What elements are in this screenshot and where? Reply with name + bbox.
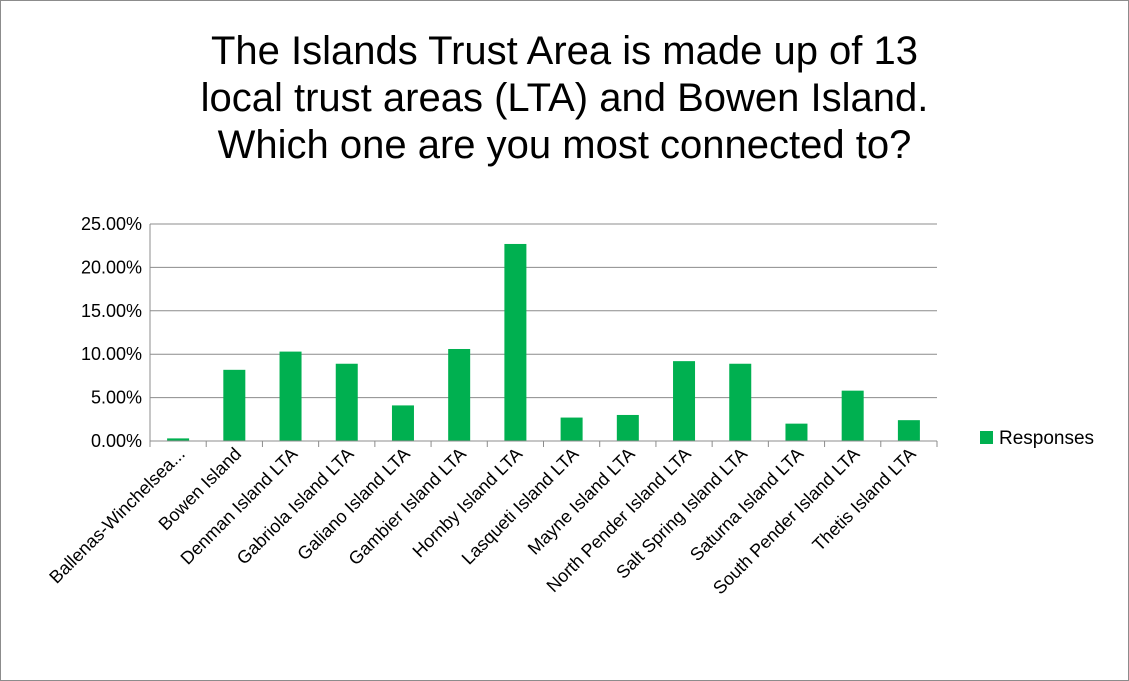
chart-title: The Islands Trust Area is made up of 13 …: [0, 28, 1129, 169]
y-tick-label: 10.00%: [81, 344, 142, 364]
bar: [616, 414, 639, 441]
bar: [391, 405, 414, 441]
y-tick-label: 25.00%: [81, 214, 142, 234]
chart-title-line-2: local trust areas (LTA) and Bowen Island…: [200, 76, 929, 120]
legend: Responses: [980, 428, 1094, 449]
x-category-label: Thetis Island LTA: [808, 444, 919, 555]
bar: [785, 423, 808, 441]
y-tick-label: 0.00%: [91, 431, 142, 451]
bar: [673, 361, 696, 441]
y-tick-label: 20.00%: [81, 257, 142, 277]
bar: [223, 369, 246, 441]
x-category-label: Mayne Island LTA: [524, 444, 639, 559]
y-tick-label: 5.00%: [91, 388, 142, 408]
bar: [729, 363, 752, 441]
y-tick-label: 15.00%: [81, 301, 142, 321]
bar: [897, 420, 920, 441]
chart-title-line-3: Which one are you most connected to?: [217, 123, 912, 167]
chart-title-line-1: The Islands Trust Area is made up of 13: [210, 29, 919, 73]
bar: [448, 348, 471, 441]
legend-swatch: [980, 431, 993, 444]
gridlines: [150, 223, 937, 399]
bars: [167, 243, 920, 441]
legend-label: Responses: [999, 428, 1094, 449]
bar: [504, 243, 527, 441]
bar: [335, 363, 358, 441]
y-axis: 0.00% 5.00% 10.00% 15.00% 20.00% 25.00%: [81, 214, 151, 451]
bar: [167, 438, 190, 441]
bar: [841, 390, 864, 441]
bar: [279, 351, 302, 441]
x-axis: Ballenas-Winchelsea...Bowen IslandDenman…: [45, 440, 938, 598]
bar: [560, 417, 583, 441]
